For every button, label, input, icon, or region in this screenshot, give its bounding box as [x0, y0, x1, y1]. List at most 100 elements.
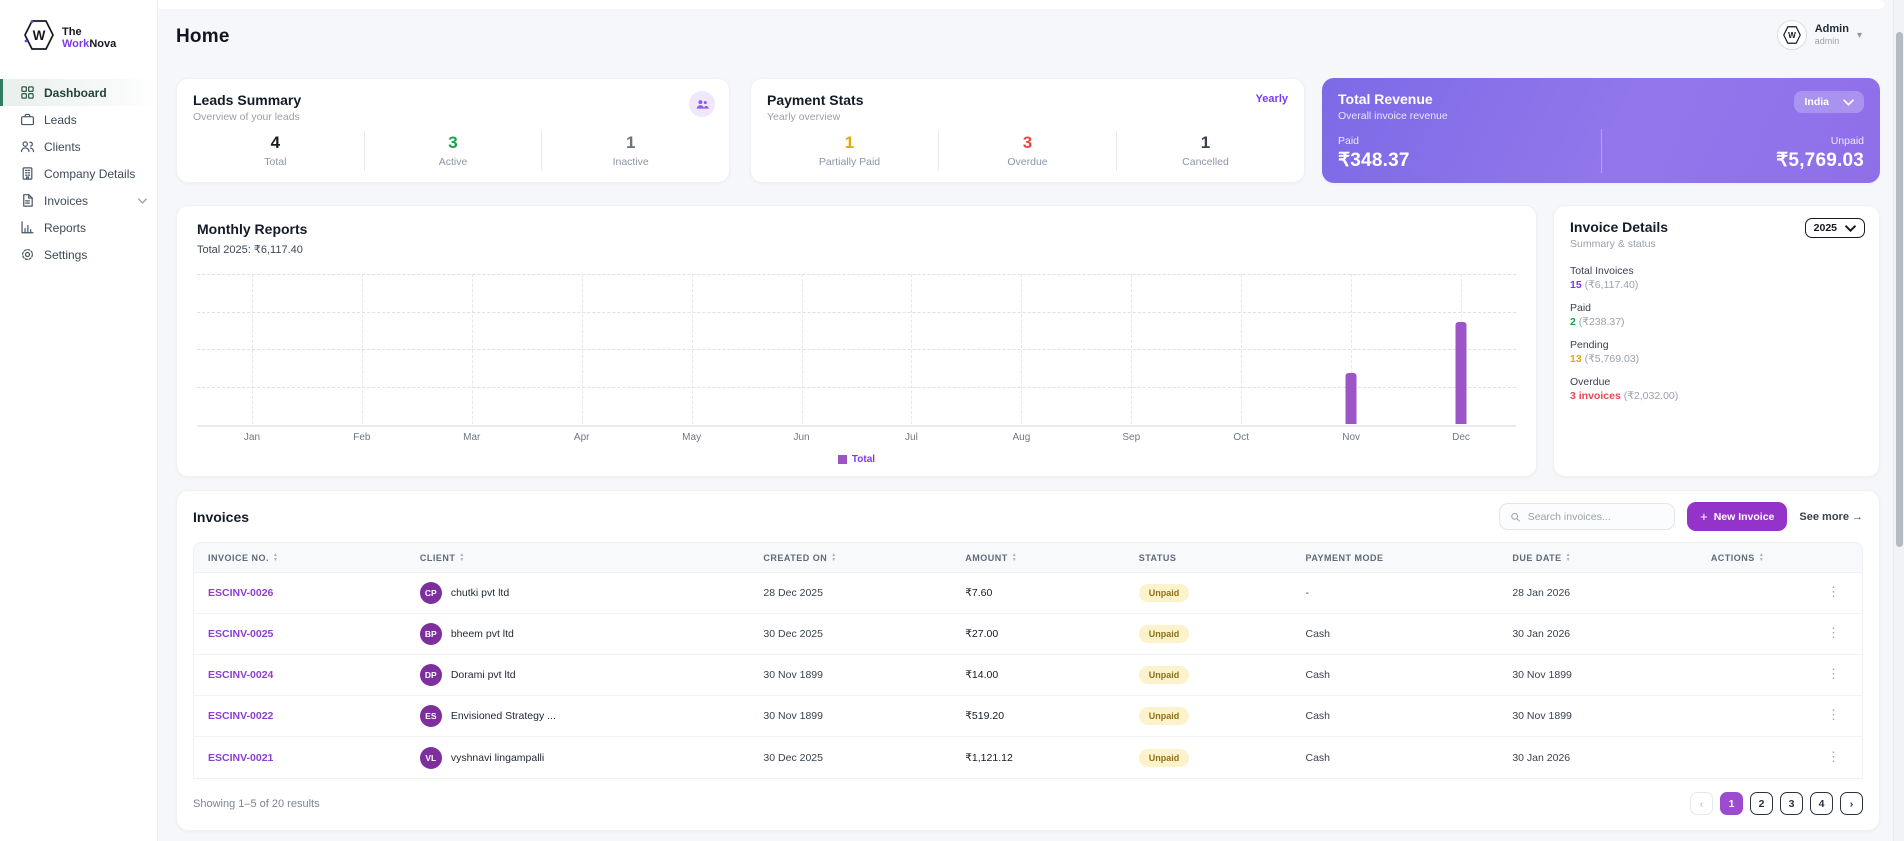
sidebar-item-invoices[interactable]: Invoices	[0, 187, 157, 214]
scrollbar-thumb[interactable]	[1896, 32, 1903, 547]
column-header-status[interactable]: Status	[1125, 553, 1292, 563]
sidebar-item-reports[interactable]: Reports	[0, 214, 157, 241]
panel-subtitle: Summary & status	[1570, 238, 1863, 250]
svg-text:W: W	[1788, 31, 1796, 40]
stat-label: Inactive	[542, 156, 719, 168]
status-badge: Unpaid	[1139, 584, 1190, 602]
invoice-link[interactable]: ESCINV-0026	[208, 587, 273, 599]
card-subtitle: Yearly overview	[767, 111, 1288, 123]
stat-value: 3	[365, 133, 542, 153]
sidebar-item-clients[interactable]: Clients	[0, 133, 157, 160]
payment-mode-cell: -	[1292, 587, 1499, 599]
search-icon	[1510, 511, 1521, 523]
actions-cell: ⋮	[1697, 752, 1862, 764]
sidebar-item-label: Reports	[44, 221, 86, 235]
invoice-link[interactable]: ESCINV-0022	[208, 710, 273, 722]
chart-gridline	[911, 274, 912, 424]
amount-cell: ₹1,121.12	[951, 752, 1124, 764]
stat-label: Cancelled	[1117, 156, 1294, 168]
status-cell: Unpaid	[1125, 625, 1292, 643]
stat-value: 1	[542, 133, 719, 153]
pagination-page-1[interactable]: 1	[1720, 792, 1743, 815]
detail-value: 2	[1570, 316, 1579, 328]
sort-icon: ▲▼	[273, 553, 278, 562]
axis-label: Jul	[905, 432, 918, 443]
created-on-cell: 30 Dec 2025	[749, 628, 951, 640]
column-header-payment-mode[interactable]: Payment Mode	[1292, 553, 1499, 563]
pagination-page-4[interactable]: 4	[1810, 792, 1833, 815]
page-title: Home	[176, 26, 230, 48]
pagination-next-button[interactable]: ›	[1840, 792, 1863, 815]
user-avatar: W	[1777, 20, 1807, 50]
new-invoice-button[interactable]: + New Invoice	[1687, 502, 1787, 531]
leads-people-icon	[689, 91, 715, 117]
detail-item: Pending13 (₹5,769.03)	[1570, 339, 1863, 365]
column-header-amount[interactable]: Amount▲▼	[951, 553, 1124, 563]
table-header-row: Invoice No.▲▼Client▲▼Created On▲▼Amount▲…	[194, 543, 1862, 573]
row-actions-menu[interactable]: ⋮	[1827, 628, 1840, 638]
user-menu[interactable]: W Admin admin ▾	[1777, 20, 1862, 50]
unpaid-value: ₹5,769.03	[1776, 149, 1864, 172]
stat-label: Total	[187, 156, 364, 168]
sidebar-item-label: Company Details	[44, 167, 135, 181]
axis-label: Sep	[1122, 432, 1140, 443]
country-select[interactable]: India	[1794, 91, 1864, 113]
column-header-invoice-no-[interactable]: Invoice No.▲▼	[194, 553, 406, 563]
invoice-link[interactable]: ESCINV-0021	[208, 752, 273, 764]
chart-bar[interactable]	[1346, 373, 1357, 424]
axis-label: Mar	[463, 432, 480, 443]
row-actions-menu[interactable]: ⋮	[1827, 587, 1840, 597]
row-actions-menu[interactable]: ⋮	[1827, 669, 1840, 679]
see-more-link[interactable]: See more →	[1799, 511, 1863, 523]
invoice-search[interactable]	[1499, 503, 1675, 530]
status-cell: Unpaid	[1125, 707, 1292, 725]
scrollbar-track[interactable]	[1893, 0, 1904, 841]
sidebar-item-company-details[interactable]: Company Details	[0, 160, 157, 187]
company-icon	[20, 166, 35, 181]
chart-gridline	[692, 274, 693, 424]
paid-label: Paid	[1338, 135, 1410, 147]
search-input[interactable]	[1528, 511, 1664, 523]
detail-label: Pending	[1570, 339, 1863, 351]
brand-logo[interactable]: W The WorkNova	[0, 0, 157, 71]
pagination-page-3[interactable]: 3	[1780, 792, 1803, 815]
sidebar-item-dashboard[interactable]: Dashboard	[0, 79, 157, 106]
payments-stat: 1Partially Paid	[761, 131, 938, 171]
chart-gridline	[1021, 274, 1022, 424]
user-name: Admin	[1815, 23, 1849, 35]
actions-cell: ⋮	[1697, 628, 1862, 640]
chart-x-axis: JanFebMarAprMayJunJulAugSepOctNovDec	[197, 432, 1516, 446]
detail-value-row: 15 (₹6,117.40)	[1570, 279, 1863, 291]
pagination-prev-button[interactable]: ‹	[1690, 792, 1713, 815]
chart-legend: Total	[177, 454, 1536, 465]
sidebar-item-settings[interactable]: Settings	[0, 241, 157, 268]
sort-icon: ▲▼	[831, 553, 836, 562]
stat-value: 1	[761, 133, 938, 153]
table-body: ESCINV-0026CPchutki pvt ltd28 Dec 2025₹7…	[194, 573, 1862, 778]
status-badge: Unpaid	[1139, 625, 1190, 643]
invoice-no-cell: ESCINV-0021	[194, 752, 406, 764]
year-select[interactable]: 2025	[1805, 218, 1865, 238]
client-name: bheem pvt ltd	[451, 628, 514, 640]
stat-value: 1	[1117, 133, 1294, 153]
detail-label: Paid	[1570, 302, 1863, 314]
actions-cell: ⋮	[1697, 669, 1862, 681]
chart-bar[interactable]	[1456, 322, 1467, 424]
client-cell: DPDorami pvt ltd	[406, 664, 750, 686]
column-header-due-date[interactable]: Due Date▲▼	[1498, 553, 1696, 563]
column-header-actions[interactable]: Actions▲▼	[1697, 553, 1862, 563]
pagination-page-2[interactable]: 2	[1750, 792, 1773, 815]
sidebar-item-leads[interactable]: Leads	[0, 106, 157, 133]
column-header-created-on[interactable]: Created On▲▼	[749, 553, 951, 563]
row-actions-menu[interactable]: ⋮	[1827, 710, 1840, 720]
card-subtitle: Overview of your leads	[193, 111, 713, 123]
axis-label: Aug	[1012, 432, 1030, 443]
due-date-cell: 30 Nov 1899	[1498, 669, 1696, 681]
row-actions-menu[interactable]: ⋮	[1827, 752, 1840, 762]
avatar: ES	[420, 705, 442, 727]
column-header-client[interactable]: Client▲▼	[406, 553, 750, 563]
period-toggle[interactable]: Yearly	[1256, 93, 1288, 105]
invoice-link[interactable]: ESCINV-0024	[208, 669, 273, 681]
invoice-link[interactable]: ESCINV-0025	[208, 628, 273, 640]
chart-gridline	[472, 274, 473, 424]
